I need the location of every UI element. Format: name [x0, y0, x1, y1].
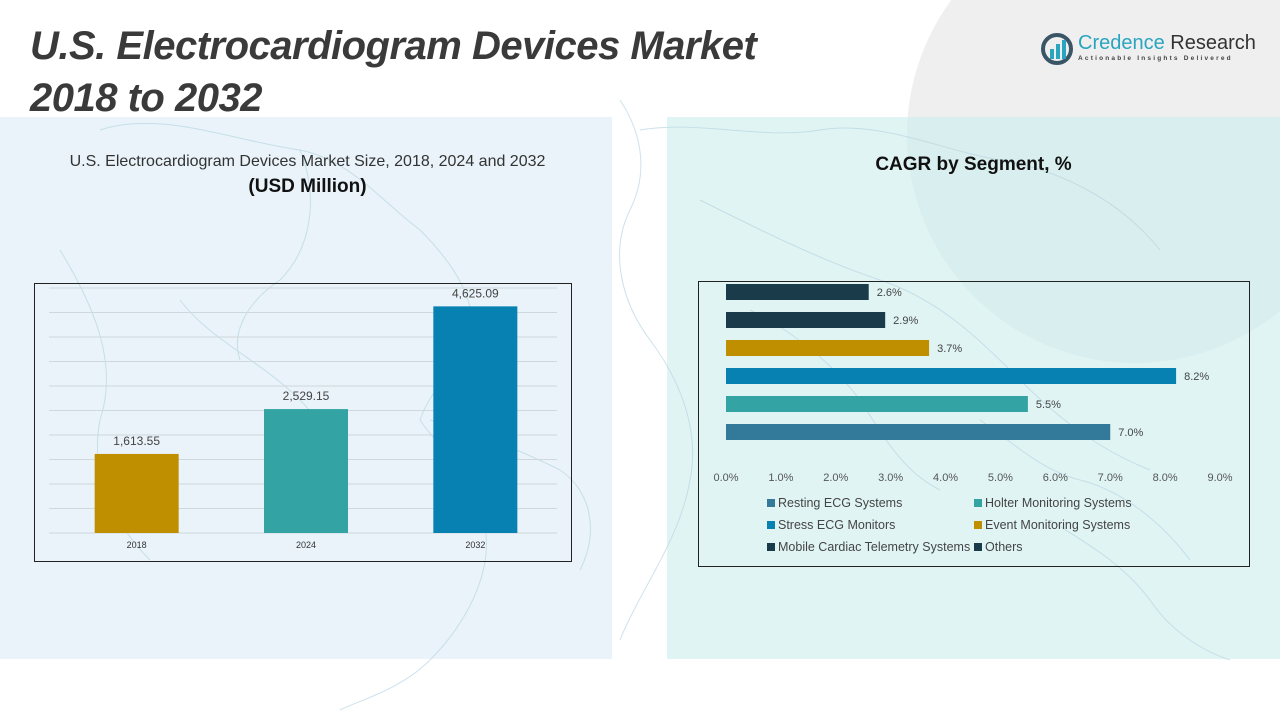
cagr-bar-mobile-cardiac-telemetry-systems: [726, 312, 886, 328]
x-tick-label: 8.0%: [1153, 472, 1178, 484]
market-size-chart-unit: (USD Million): [248, 176, 367, 197]
legend-item: Holter Monitoring Systems: [974, 496, 1132, 510]
legend-item: Others: [974, 540, 1023, 554]
legend-swatch: [974, 542, 982, 551]
bar-2024: [264, 409, 348, 533]
market-size-chart-subtitle: U.S. Electrocardiogram Devices Market Si…: [69, 153, 546, 170]
logo-tagline: Actionable Insights Delivered: [1078, 55, 1233, 62]
legend-swatch: [974, 520, 982, 529]
cagr-horizontal-bar-chart: 7.0% 5.5% 8.2% 3.7% 2.9% 2.6% 0.0% 1.0% 2.0% 3.0%…: [698, 281, 1250, 567]
legend-label: Holter Monitoring Systems: [985, 496, 1132, 510]
x-tick-label: 2024: [296, 540, 316, 550]
credence-research-logo: Credence Research Actionable Insights De…: [1040, 30, 1260, 70]
cagr-value-label: 7.0%: [1118, 427, 1143, 439]
legend-swatch: [767, 520, 775, 529]
cagr-bar-others: [726, 284, 869, 300]
legend-label: Stress ECG Monitors: [778, 518, 896, 532]
bar-chart-circle-logo-icon: [1041, 33, 1073, 65]
x-tick-label: 2.0%: [823, 472, 848, 484]
legend-item: Resting ECG Systems: [767, 496, 902, 510]
x-tick-label: 4.0%: [933, 472, 958, 484]
bar-2032: [433, 306, 518, 533]
x-tick-label: 1.0%: [768, 472, 793, 484]
page-title: U.S. Electrocardiogram Devices Market 20…: [30, 20, 757, 124]
page-title-line1: U.S. Electrocardiogram Devices Market: [30, 24, 757, 68]
legend-item: Mobile Cardiac Telemetry Systems: [767, 540, 970, 554]
bar-2018: [94, 453, 179, 533]
legend-item: Event Monitoring Systems: [974, 518, 1130, 532]
page-title-line2: 2018 to 2032: [30, 76, 262, 120]
cagr-bar-chart-svg: 7.0% 5.5% 8.2% 3.7% 2.9% 2.6% 0.0% 1.0% 2.0% 3.0%…: [713, 284, 1233, 484]
background-circle-overlay: [907, 117, 1280, 363]
x-tick-label: 2032: [465, 540, 485, 550]
logo-name-part1: Credence: [1078, 32, 1165, 54]
x-tick-label: 3.0%: [878, 472, 903, 484]
cagr-chart-title: CAGR by Segment, %: [875, 154, 1072, 175]
market-size-bar-chart-svg: 1,613.55 2018 2,529.15 2024 4,625.09 2032: [49, 286, 557, 550]
logo-name: Credence Research: [1078, 32, 1256, 55]
legend-label: Mobile Cardiac Telemetry Systems: [778, 540, 971, 554]
cagr-bar-holter-monitoring-systems: [726, 396, 1028, 412]
bar-value-label: 1,613.55: [113, 434, 160, 448]
cagr-chart-legend: Resting ECG Systems Holter Monitoring Sys…: [767, 496, 1167, 562]
cagr-value-label: 2.9%: [893, 315, 918, 327]
legend-label: Event Monitoring Systems: [985, 518, 1131, 532]
cagr-value-label: 2.6%: [877, 287, 902, 299]
cagr-bar-event-monitoring-systems: [726, 340, 930, 356]
market-size-bar-chart: 1,613.55 2018 2,529.15 2024 4,625.09 2032: [34, 283, 572, 562]
legend-swatch: [974, 498, 982, 507]
bar-value-label: 2,529.15: [283, 389, 330, 403]
legend-swatch: [767, 498, 775, 507]
x-tick-label: 9.0%: [1207, 472, 1232, 484]
x-tick-label: 2018: [127, 540, 147, 550]
cagr-value-label: 5.5%: [1036, 399, 1061, 411]
cagr-bar-stress-ecg-monitors: [726, 368, 1177, 384]
legend-swatch: [767, 542, 775, 551]
legend-label: Others: [985, 540, 1023, 554]
cagr-value-label: 3.7%: [937, 343, 962, 355]
logo-name-part2: Research: [1170, 32, 1256, 54]
x-tick-label: 6.0%: [1043, 472, 1068, 484]
x-tick-label: 5.0%: [988, 472, 1013, 484]
bar-value-label: 4,625.09: [452, 286, 499, 300]
legend-item: Stress ECG Monitors: [767, 518, 895, 532]
x-tick-label: 0.0%: [713, 472, 738, 484]
legend-label: Resting ECG Systems: [778, 496, 903, 510]
cagr-bar-resting-ecg-systems: [726, 424, 1111, 440]
cagr-value-label: 8.2%: [1184, 371, 1209, 383]
x-tick-label: 7.0%: [1098, 472, 1123, 484]
